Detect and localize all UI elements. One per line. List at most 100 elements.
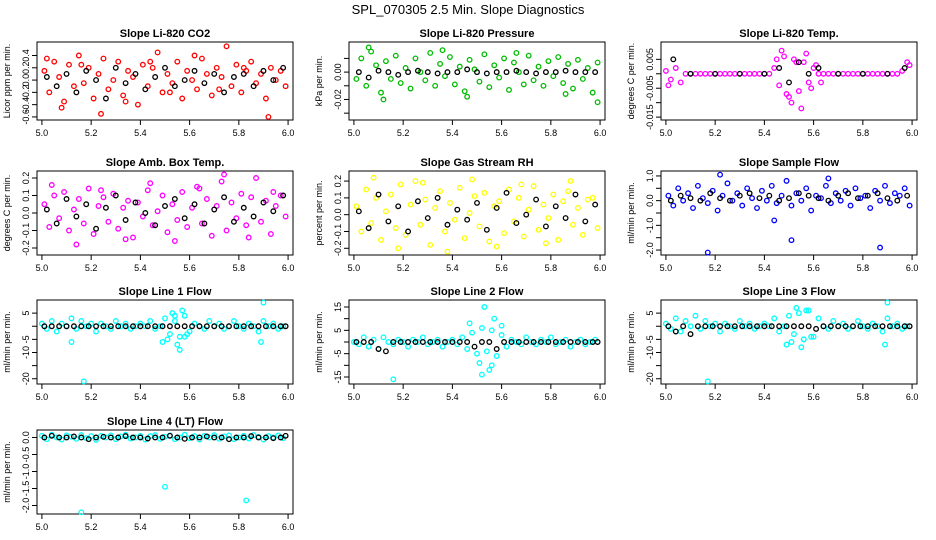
data-point [798,197,805,204]
data-point [412,339,419,345]
y-axis-label: Licor ppm per min. [2,44,12,119]
data-point [552,339,559,345]
y-tick-label: -0.6 [21,109,31,125]
data-point [181,215,188,222]
data-point [565,60,572,67]
data-point [478,371,485,378]
y-tick-label: 0.0 [21,207,31,220]
data-point [122,323,129,330]
data-point [800,59,807,66]
data-point [874,70,881,77]
data-point [850,323,856,330]
data-point [98,187,104,194]
data-point [434,336,441,343]
data-point [370,174,377,181]
data-point [203,70,210,77]
data-point [496,74,503,81]
data-point [93,434,100,441]
data-point [112,192,119,199]
data-point [746,320,753,327]
data-point [240,325,247,332]
data-point [130,323,136,330]
data-point [555,54,562,61]
data-point [776,65,783,71]
data-point [478,325,485,331]
data-point [835,192,842,199]
data-point [223,43,230,50]
data-point [110,77,117,84]
panel-title: Slope Line 2 Flow [431,286,524,298]
data-point [211,323,218,330]
data-point [267,64,274,71]
data-point [761,70,768,77]
data-point [771,65,778,71]
x-tick-label: 5.2 [85,392,98,402]
data-point [442,228,448,235]
y-tick-label: 0.0 [21,74,31,87]
data-point [825,70,832,77]
x-tick-label: 5.4 [134,522,147,532]
data-point [761,320,768,327]
data-point [687,331,694,338]
y-tick-label: 0.2 [21,172,31,185]
data-point [419,179,426,186]
y-tick-label: 0.2 [333,175,343,188]
data-point [226,436,232,443]
data-point [107,325,114,332]
data-point [552,203,559,210]
data-point [486,84,493,91]
data-point [270,208,277,215]
data-point [149,222,156,229]
data-point [53,220,60,227]
data-point [805,70,812,77]
data-point [820,323,827,330]
panel: Slope Gas Stream RH percent per min. 5.0 5.… [314,157,606,273]
data-point [786,195,792,202]
data-point [417,221,424,228]
data-point [240,323,247,330]
data-point [48,432,55,439]
data-point [191,52,198,59]
data-point [105,86,112,93]
data-point [506,86,512,93]
x-tick-label: 5.6 [807,392,820,402]
data-point [579,75,586,82]
data-point [201,80,208,87]
y-tick-label: -1.5 [21,481,31,497]
data-point [196,185,203,192]
data-point [112,64,119,71]
data-point [859,70,866,77]
data-point [486,238,493,245]
data-point [73,241,80,248]
data-point [162,203,168,209]
data-point [280,192,287,199]
data-point [282,432,289,439]
data-point [112,318,119,324]
data-point [746,70,753,77]
data-point [456,63,463,70]
data-point [270,320,277,327]
data-point [877,197,884,204]
data-point [790,323,797,330]
data-point [884,299,891,306]
data-point [570,85,576,92]
data-point [594,225,601,232]
data-point [355,69,362,76]
data-point [714,207,721,214]
data-point [122,433,129,440]
data-point [41,323,48,330]
data-point [83,201,90,208]
data-point [189,323,196,330]
data-point [66,61,72,68]
x-tick-label: 5.4 [446,392,459,402]
y-axis-label: ml/min per min. [626,182,636,244]
data-point [704,249,711,256]
x-tick-label: 5.2 [85,128,98,138]
data-point [164,336,171,343]
data-point [159,89,166,96]
data-point [48,323,55,330]
y-tick-label: -0.005 [645,75,655,101]
data-point [144,187,151,194]
panel: Slope Line 2 Flow ml/min per min. 5.0 5.2 5.… [314,286,606,402]
data-point [783,177,790,184]
